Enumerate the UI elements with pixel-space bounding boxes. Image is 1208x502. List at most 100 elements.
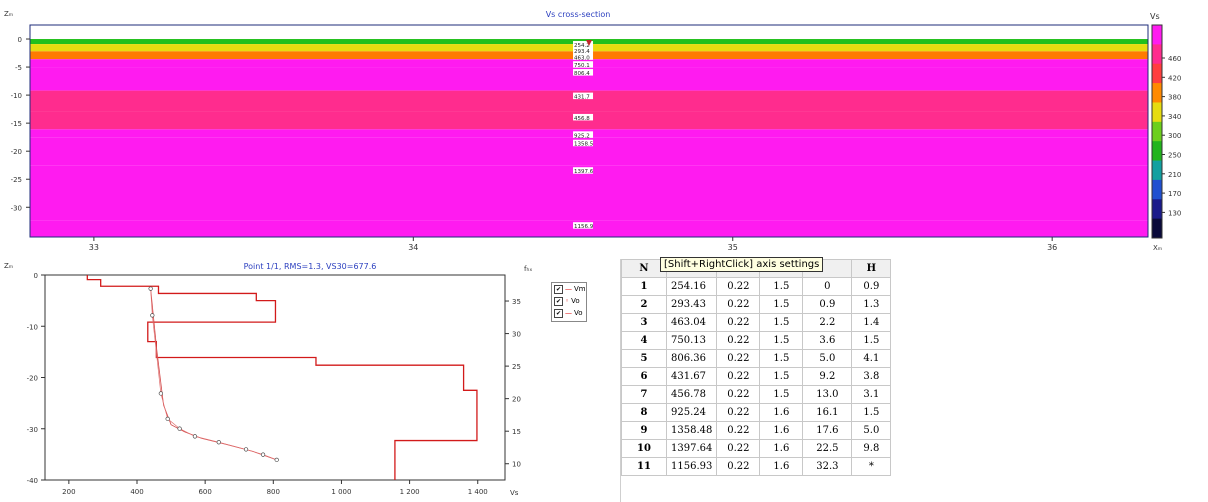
- table-cell[interactable]: 925.24: [665, 403, 718, 422]
- table-row[interactable]: 7 456.78 0.22 1.5 13.0 3.1: [621, 385, 892, 404]
- table-cell[interactable]: 5.0: [802, 349, 853, 368]
- table-cell[interactable]: 3.8: [851, 367, 892, 386]
- y-tick-label: -10: [11, 92, 22, 100]
- legend-item-vo-line[interactable]: ✔ — Vo: [552, 307, 586, 319]
- table-row[interactable]: 9 1358.48 0.22 1.6 17.6 5.0: [621, 421, 892, 440]
- table-row[interactable]: 10 1397.64 0.22 1.6 22.5 9.8: [621, 439, 892, 458]
- legend-checkbox[interactable]: ✔: [554, 284, 563, 294]
- table-cell[interactable]: 0.22: [716, 457, 761, 476]
- row-number-cell[interactable]: 5: [621, 349, 667, 368]
- x-tick-label: 1 200: [400, 488, 420, 496]
- table-cell[interactable]: 1358.48: [665, 421, 718, 440]
- table-cell[interactable]: 0.22: [716, 385, 761, 404]
- table-cell[interactable]: 3.6: [802, 331, 853, 350]
- table-cell[interactable]: 9.2: [802, 367, 853, 386]
- legend-item-vm[interactable]: ✔ — Vm: [552, 283, 586, 295]
- row-number-cell[interactable]: 10: [621, 439, 667, 458]
- table-cell[interactable]: 1.5: [759, 385, 804, 404]
- legend-label: Vo: [571, 297, 580, 305]
- table-cell[interactable]: 1.5: [851, 403, 892, 422]
- y-tick-label: 0: [18, 36, 22, 44]
- table-cell[interactable]: 17.6: [802, 421, 853, 440]
- table-header-cell[interactable]: H: [851, 259, 892, 278]
- x-tick-label: 1 000: [331, 488, 351, 496]
- row-number-cell[interactable]: 4: [621, 331, 667, 350]
- row-number-cell[interactable]: 6: [621, 367, 667, 386]
- legend-item-vo-markers[interactable]: ✔ ◦ Vo: [552, 295, 586, 307]
- y2-tick-label: 35: [512, 298, 521, 306]
- table-cell[interactable]: 431.67: [665, 367, 718, 386]
- table-cell[interactable]: 32.3: [802, 457, 853, 476]
- row-number-cell[interactable]: 7: [621, 385, 667, 404]
- table-row[interactable]: 8 925.24 0.22 1.6 16.1 1.5: [621, 403, 892, 422]
- table-cell[interactable]: 0.22: [716, 403, 761, 422]
- table-cell[interactable]: 1.4: [851, 313, 892, 332]
- table-cell[interactable]: 5.0: [851, 421, 892, 440]
- table-cell[interactable]: 0: [802, 277, 853, 296]
- profile-y-ticks: 0 -10 -20 -30 -40: [27, 272, 45, 485]
- table-cell[interactable]: 1.5: [759, 313, 804, 332]
- legend-checkbox[interactable]: ✔: [554, 308, 563, 318]
- layer-value-label: 431.7: [574, 95, 590, 101]
- legend-checkbox[interactable]: ✔: [554, 296, 563, 306]
- table-cell[interactable]: 1397.64: [665, 439, 718, 458]
- profile-legend[interactable]: ✔ — Vm ✔ ◦ Vo ✔ — Vo: [551, 282, 587, 322]
- table-cell[interactable]: 0.22: [716, 277, 761, 296]
- table-cell[interactable]: 1.6: [759, 421, 804, 440]
- table-cell[interactable]: 806.36: [665, 349, 718, 368]
- row-number-cell[interactable]: 8: [621, 403, 667, 422]
- table-cell[interactable]: 2.2: [802, 313, 853, 332]
- table-cell[interactable]: 9.8: [851, 439, 892, 458]
- table-row[interactable]: 5 806.36 0.22 1.5 5.0 4.1: [621, 349, 892, 368]
- table-cell[interactable]: 750.13: [665, 331, 718, 350]
- table-cell[interactable]: 3.1: [851, 385, 892, 404]
- table-row[interactable]: 6 431.67 0.22 1.5 9.2 3.8: [621, 367, 892, 386]
- row-number-cell[interactable]: 3: [621, 313, 667, 332]
- table-cell[interactable]: 1.3: [851, 295, 892, 314]
- colorbar-segment: [1152, 102, 1162, 123]
- table-cell[interactable]: 1.5: [759, 295, 804, 314]
- table-cell[interactable]: 1.5: [759, 277, 804, 296]
- table-cell[interactable]: 0.22: [716, 295, 761, 314]
- table-row[interactable]: 2 293.43 0.22 1.5 0.9 1.3: [621, 295, 892, 314]
- table-cell[interactable]: 0.9: [802, 295, 853, 314]
- table-cell[interactable]: 0.22: [716, 331, 761, 350]
- table-cell[interactable]: 0.22: [716, 439, 761, 458]
- table-cell[interactable]: *: [851, 457, 892, 476]
- table-cell[interactable]: 1.5: [759, 349, 804, 368]
- colorbar: [1151, 24, 1163, 239]
- colorbar-title: Vs: [1150, 12, 1160, 21]
- table-cell[interactable]: 16.1: [802, 403, 853, 422]
- table-cell[interactable]: 1.5: [851, 331, 892, 350]
- row-number-cell[interactable]: 9: [621, 421, 667, 440]
- table-cell[interactable]: 13.0: [802, 385, 853, 404]
- table-cell[interactable]: 1.5: [759, 331, 804, 350]
- x-tick-label: 35: [728, 243, 738, 252]
- table-cell[interactable]: 1.6: [759, 457, 804, 476]
- table-cell[interactable]: 463.04: [665, 313, 718, 332]
- row-number-cell[interactable]: 1: [621, 277, 667, 296]
- legend-label: Vm: [574, 285, 586, 293]
- table-cell[interactable]: 1.6: [759, 403, 804, 422]
- table-cell[interactable]: 4.1: [851, 349, 892, 368]
- table-cell[interactable]: 0.22: [716, 421, 761, 440]
- row-number-cell[interactable]: 11: [621, 457, 667, 476]
- table-cell[interactable]: 22.5: [802, 439, 853, 458]
- table-cell[interactable]: 254.16: [665, 277, 718, 296]
- table-cell[interactable]: 456.78: [665, 385, 718, 404]
- table-cell[interactable]: 0.9: [851, 277, 892, 296]
- table-row[interactable]: 1 254.16 0.22 1.5 0 0.9: [621, 277, 892, 296]
- profile-series: [86, 275, 478, 480]
- table-row[interactable]: 11 1156.93 0.22 1.6 32.3 *: [621, 457, 892, 476]
- table-cell[interactable]: 1156.93: [665, 457, 718, 476]
- table-cell[interactable]: 0.22: [716, 313, 761, 332]
- y2-tick-label: 20: [512, 396, 521, 404]
- table-cell[interactable]: 0.22: [716, 367, 761, 386]
- table-row[interactable]: 3 463.04 0.22 1.5 2.2 1.4: [621, 313, 892, 332]
- row-number-cell[interactable]: 2: [621, 295, 667, 314]
- table-cell[interactable]: 1.6: [759, 439, 804, 458]
- table-row[interactable]: 4 750.13 0.22 1.5 3.6 1.5: [621, 331, 892, 350]
- table-cell[interactable]: 293.43: [665, 295, 718, 314]
- table-cell[interactable]: 0.22: [716, 349, 761, 368]
- table-cell[interactable]: 1.5: [759, 367, 804, 386]
